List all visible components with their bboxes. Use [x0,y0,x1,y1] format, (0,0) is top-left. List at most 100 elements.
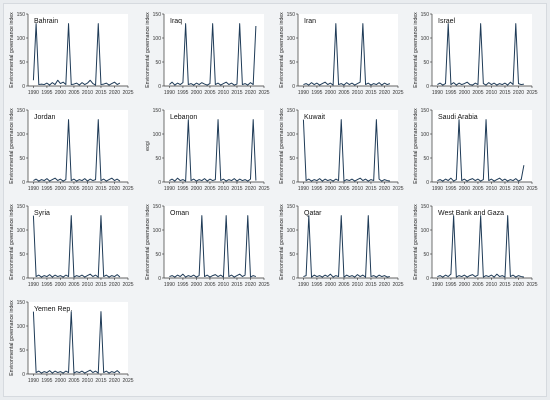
series-line [302,119,390,182]
y-axis-title: Environmental governance index [279,204,285,280]
x-tick-label: 1990 [28,186,39,192]
series-line [32,311,121,374]
x-tick-label: 1995 [41,282,52,288]
x-tick-label: 1990 [298,282,309,288]
chart-panel: 0 50 100 150 1990 1995 2000 2005 2010 2015 2020 202… [279,108,404,192]
y-tick-label: 0 [22,180,25,186]
x-tick-label: 2015 [231,186,242,192]
x-tick-label: 2005 [472,90,483,96]
x-tick-label: 2010 [82,378,93,384]
y-tick-label: 50 [19,60,25,66]
x-tick-label: 2005 [338,90,349,96]
y-tick-label: 50 [289,156,295,162]
x-tick-label: 2015 [499,282,510,288]
y-tick-label: 100 [17,36,26,42]
y-tick-label: 0 [22,372,25,378]
series-line [303,215,390,278]
x-tick-label: 2005 [204,282,215,288]
y-tick-label: 50 [423,252,429,258]
x-tick-label: 2020 [513,90,524,96]
x-tick-label: 2015 [95,378,106,384]
x-tick-label: 2025 [526,90,537,96]
x-tick-label: 2020 [513,282,524,288]
y-tick-label: 0 [158,276,161,282]
panel-title: Oman [170,210,189,217]
x-tick-label: 1990 [28,90,39,96]
panel-title: Iraq [170,18,182,25]
y-axis-title: Environmental governance index [9,300,15,376]
chart-panel: 0 50 100 150 1990 1995 2000 2005 2010 2015 2020 202… [279,12,404,96]
y-tick-label: 0 [426,84,429,90]
series-line [303,23,391,86]
x-tick-label: 1995 [177,186,188,192]
y-tick-label: 50 [423,60,429,66]
x-tick-label: 1990 [432,282,443,288]
panel-title: Lebanon [170,114,197,121]
y-tick-label: 150 [17,204,26,210]
x-tick-label: 2000 [191,282,202,288]
x-tick-label: 2000 [55,90,66,96]
x-tick-label: 2005 [68,378,79,384]
y-axis-title: eogi [145,141,151,151]
x-tick-label: 1990 [164,282,175,288]
x-tick-label: 2000 [325,282,336,288]
x-tick-label: 2010 [218,186,229,192]
x-tick-label: 2005 [338,186,349,192]
y-axis-title: Environmental governance index [279,108,285,184]
y-tick-label: 0 [292,84,295,90]
panel-title: Saudi Arabia [438,114,478,121]
x-tick-label: 2025 [122,186,133,192]
series-line [169,215,257,278]
chart-panel: 0 50 100 150 1990 1995 2000 2005 2010 2015 2020 202… [9,12,134,96]
panel-title: Bahrain [34,18,58,25]
x-tick-label: 2005 [204,186,215,192]
chart-panel: 0 50 100 150 1990 1995 2000 2005 2010 2015 2020 202… [145,204,270,288]
x-tick-label: 2015 [95,282,106,288]
y-axis-title: Environmental governance index [9,108,15,184]
series-line [437,119,525,182]
panel-title: Kuwait [304,114,325,121]
x-tick-label: 2010 [82,90,93,96]
panel-title: Syria [34,210,50,217]
panel-title: Qatar [304,210,322,217]
x-tick-label: 2000 [55,282,66,288]
y-tick-label: 150 [421,108,430,114]
x-tick-label: 1995 [445,186,456,192]
x-tick-label: 1995 [177,90,188,96]
x-tick-label: 1990 [164,186,175,192]
y-tick-label: 150 [421,204,430,210]
y-tick-label: 150 [421,12,430,18]
x-tick-label: 1995 [311,282,322,288]
x-tick-label: 2025 [258,90,269,96]
y-tick-label: 0 [22,84,25,90]
x-tick-label: 2005 [68,186,79,192]
y-tick-label: 0 [426,180,429,186]
y-axis-title: Environmental governance index [413,108,419,184]
y-tick-label: 150 [287,108,296,114]
x-tick-label: 2020 [245,90,256,96]
x-tick-label: 2025 [392,186,403,192]
x-tick-label: 2020 [245,282,256,288]
x-tick-label: 2005 [68,282,79,288]
x-tick-label: 2025 [392,90,403,96]
chart-figure: 0 50 100 150 1990 1995 2000 2005 2010 2015 2020 202… [3,3,547,397]
y-tick-label: 0 [158,180,161,186]
x-tick-label: 2020 [513,186,524,192]
y-tick-label: 50 [19,156,25,162]
panel-title: Jordan [34,114,56,121]
x-tick-label: 2010 [486,90,497,96]
y-tick-label: 100 [287,132,296,138]
x-tick-label: 2010 [486,186,497,192]
x-tick-label: 2010 [218,282,229,288]
x-tick-label: 2025 [392,282,403,288]
y-tick-label: 100 [17,324,26,330]
panel-title: West Bank and Gaza [438,210,504,217]
y-tick-label: 150 [153,204,162,210]
x-tick-label: 1995 [445,90,456,96]
panel-title: Yemen Rep. [34,306,72,313]
y-tick-label: 150 [287,204,296,210]
series-line [32,215,121,278]
x-tick-label: 2020 [109,378,120,384]
x-tick-label: 2005 [472,186,483,192]
x-tick-label: 1990 [298,90,309,96]
